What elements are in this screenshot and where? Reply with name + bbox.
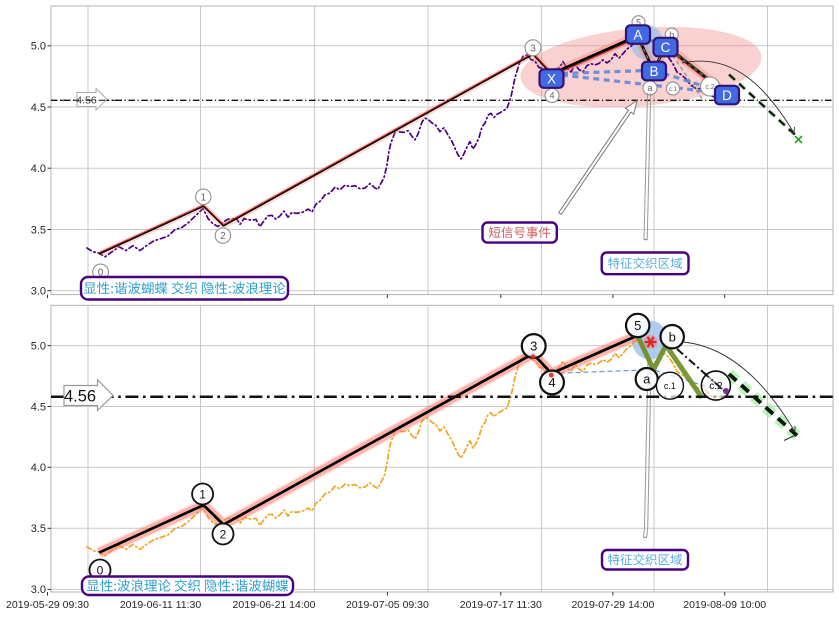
svg-text:c.1: c.1: [664, 381, 676, 391]
svg-text:2019-06-11 11:30: 2019-06-11 11:30: [120, 599, 202, 611]
svg-text:1: 1: [201, 192, 207, 203]
svg-text:c.2: c.2: [705, 84, 714, 91]
svg-text:c.2: c.2: [709, 381, 723, 392]
svg-text:4.0: 4.0: [31, 462, 46, 474]
svg-text:X: X: [547, 71, 556, 86]
svg-text:C: C: [661, 40, 671, 55]
svg-text:3: 3: [530, 339, 537, 354]
svg-text:4.5: 4.5: [31, 401, 46, 413]
svg-text:3.5: 3.5: [31, 224, 46, 236]
svg-text:3.5: 3.5: [31, 523, 46, 535]
svg-text:5.0: 5.0: [31, 41, 46, 53]
svg-text:2: 2: [220, 527, 227, 541]
svg-text:3.0: 3.0: [31, 285, 46, 297]
svg-text:D: D: [722, 88, 732, 103]
svg-text:2019-07-05 09:30: 2019-07-05 09:30: [346, 599, 429, 611]
svg-text:2: 2: [220, 231, 226, 242]
svg-text:5.0: 5.0: [31, 340, 46, 352]
svg-text:4.5: 4.5: [31, 102, 46, 114]
svg-text:4.0: 4.0: [31, 163, 46, 175]
svg-text:B: B: [649, 64, 658, 79]
svg-text:0: 0: [97, 563, 104, 577]
svg-text:4: 4: [548, 375, 555, 390]
svg-text:0: 0: [98, 268, 104, 279]
svg-text:A: A: [633, 27, 642, 42]
svg-text:2019-07-17 11:30: 2019-07-17 11:30: [460, 599, 542, 611]
svg-text:a: a: [643, 372, 651, 387]
svg-text:a: a: [647, 83, 652, 93]
svg-text:c.1: c.1: [669, 87, 678, 93]
svg-text:2019-06-21 14:00: 2019-06-21 14:00: [233, 599, 316, 611]
svg-text:1: 1: [199, 487, 206, 501]
svg-text:5: 5: [636, 17, 641, 27]
svg-text:4.56: 4.56: [64, 388, 96, 406]
svg-text:5: 5: [634, 318, 641, 333]
svg-text:2019-07-29 14:00: 2019-07-29 14:00: [571, 599, 654, 611]
svg-text:2019-08-09 10:00: 2019-08-09 10:00: [683, 599, 766, 611]
svg-text:4: 4: [549, 91, 554, 101]
svg-text:b: b: [669, 30, 674, 40]
svg-text:2019-05-29 09:30: 2019-05-29 09:30: [6, 599, 89, 611]
svg-text:3.0: 3.0: [31, 584, 46, 596]
svg-text:3: 3: [530, 43, 536, 54]
svg-text:b: b: [669, 329, 676, 344]
